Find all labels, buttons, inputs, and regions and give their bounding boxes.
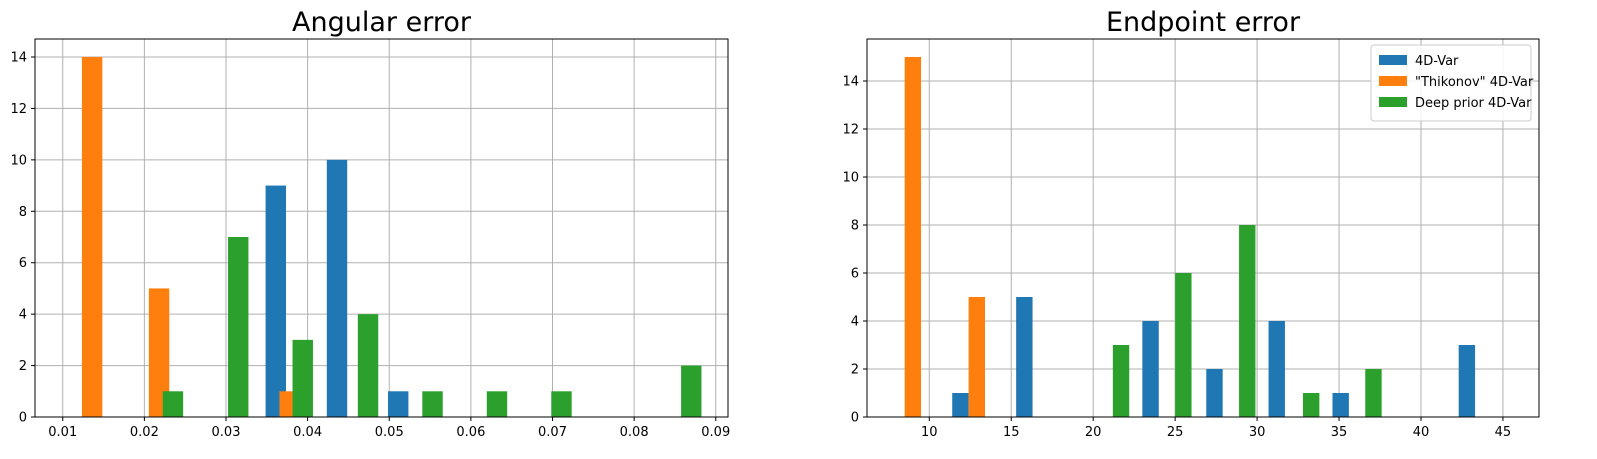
- legend-swatch-4d-var: [1379, 55, 1407, 65]
- bar-deepprior-0: [162, 391, 184, 417]
- bar-deepprior-7: [681, 365, 702, 417]
- y-tick-label: 8: [19, 205, 27, 220]
- x-tick-label: 0.07: [538, 425, 567, 440]
- bar-4d-var-5: [1332, 393, 1349, 417]
- bar-4d-var-4: [1268, 321, 1285, 417]
- y-tick-label: 14: [842, 75, 859, 90]
- bar-deepprior-4: [422, 391, 443, 417]
- legend-box: [1370, 44, 1532, 122]
- angular-error-chart: Angular error 0.01 0.02 0.03 0.04 0.05 0.06 0.0…: [10, 7, 730, 440]
- x-tick-label: 40: [1413, 425, 1430, 440]
- bar-4d-var-2: [1142, 321, 1159, 417]
- x-tick-label: 35: [1331, 425, 1348, 440]
- bar-thikonov-0: [81, 57, 103, 417]
- bar-4d-var-2: [388, 391, 409, 417]
- x-tick-label: 0.05: [375, 425, 404, 440]
- bar-deepprior-5: [486, 391, 508, 417]
- x-tick-label: 0.03: [212, 425, 241, 440]
- y-tick-label: 4: [19, 308, 27, 323]
- x-tick-label: 0.04: [293, 425, 322, 440]
- x-tick-label: 20: [1085, 425, 1102, 440]
- grid: [35, 39, 728, 418]
- legend-swatch-thikonov: [1379, 76, 1407, 86]
- bar-deepprior-4: [1365, 369, 1382, 417]
- y-tick-label: 10: [10, 153, 27, 168]
- x-tick-label: 0.06: [456, 425, 485, 440]
- bar-thikonov-1: [968, 297, 986, 417]
- chart-title: Endpoint error: [1106, 7, 1301, 38]
- bar-deepprior-0: [1112, 345, 1130, 417]
- x-tick-label: 10: [921, 425, 938, 440]
- bar-thikonov-0: [904, 57, 922, 417]
- y-tick-label: 2: [19, 359, 27, 374]
- x-tick-label: 25: [1167, 425, 1184, 440]
- bars: [904, 57, 1476, 417]
- endpoint-error-chart: Endpoint error 10 15 20 25 30 35 40 45 0 2 4 6 8 10 12 1…: [842, 7, 1540, 440]
- legend-swatch-deepprior: [1379, 97, 1407, 107]
- legend-label: 4D-Var: [1415, 54, 1459, 69]
- bar-4d-var-1: [1016, 297, 1033, 417]
- bar-deepprior-1: [228, 237, 249, 417]
- bar-deepprior-3: [1302, 393, 1320, 417]
- x-tick-label: 15: [1003, 425, 1020, 440]
- bar-deepprior-1: [1175, 273, 1192, 417]
- plot-frame: [34, 38, 729, 418]
- chart-title: Angular error: [292, 7, 472, 38]
- legend-label: Deep prior 4D-Var: [1415, 96, 1532, 111]
- y-tick-label: 0: [19, 411, 27, 426]
- y-tick-label: 6: [851, 267, 859, 282]
- x-tick-label: 45: [1495, 425, 1512, 440]
- x-tick-label: 0.01: [48, 425, 77, 440]
- y-tick-label: 14: [10, 51, 27, 66]
- x-tick-label: 0.08: [620, 425, 649, 440]
- y-tick-label: 12: [842, 123, 859, 138]
- y-tick-label: 8: [851, 219, 859, 234]
- bar-thikonov-1: [148, 288, 170, 417]
- bar-4d-var-1: [326, 159, 348, 417]
- bar-4d-var-0: [265, 185, 286, 417]
- y-tick-label: 2: [851, 363, 859, 378]
- x-tick-label: 30: [1249, 425, 1266, 440]
- y-tick-label: 10: [842, 171, 859, 186]
- y-tick-label: 12: [10, 102, 27, 117]
- bar-4d-var-6: [1458, 345, 1476, 417]
- bar-deepprior-3: [357, 314, 379, 417]
- x-tick-label: 0.02: [130, 425, 159, 440]
- bar-4d-var-3: [1206, 369, 1223, 417]
- legend-label: "Thikonov" 4D-Var: [1415, 75, 1534, 90]
- y-tick-label: 4: [851, 315, 859, 330]
- plot-frame: [866, 38, 1540, 418]
- legend: 4D-Var "Thikonov" 4D-Var Deep prior 4D-Var: [1370, 44, 1534, 122]
- bar-deepprior-2: [1239, 225, 1256, 417]
- bar-deepprior-2: [292, 339, 313, 417]
- bar-deepprior-6: [551, 391, 572, 417]
- x-tick-label: 0.09: [701, 425, 730, 440]
- bar-4d-var-0: [952, 393, 969, 417]
- y-tick-label: 6: [19, 256, 27, 271]
- bars: [81, 57, 702, 417]
- y-tick-label: 0: [851, 411, 859, 426]
